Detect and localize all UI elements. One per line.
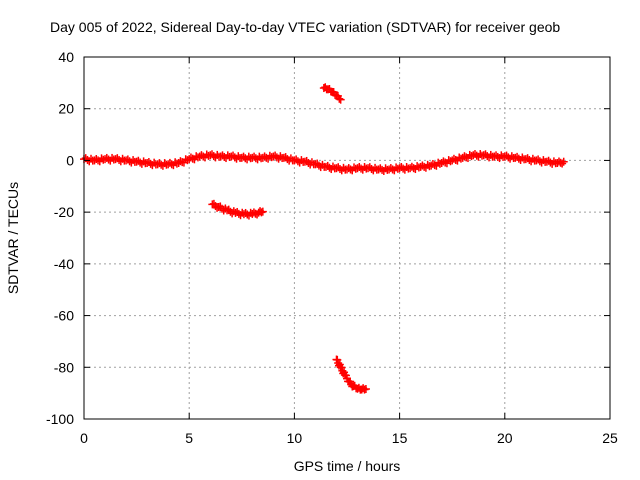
y-axis-label: SDTVAR / TECUs — [5, 182, 21, 294]
data-point — [300, 157, 309, 166]
data-point — [186, 153, 195, 162]
data-point — [276, 152, 285, 161]
data-point — [227, 152, 236, 161]
y-tick-label: -60 — [54, 308, 74, 324]
x-tick-label: 25 — [602, 430, 618, 446]
data-point — [439, 157, 448, 166]
data-point — [132, 157, 141, 166]
data-layer — [80, 83, 568, 394]
data-series — [80, 150, 568, 175]
data-point — [176, 157, 185, 166]
data-point — [171, 158, 180, 167]
data-point — [423, 160, 432, 169]
data-point — [449, 154, 458, 163]
data-point — [558, 159, 567, 168]
data-point — [143, 159, 152, 168]
data-point — [111, 155, 120, 164]
y-tick-label: -20 — [54, 204, 74, 220]
data-series — [332, 355, 370, 394]
data-point — [279, 153, 288, 162]
x-axis-label: GPS time / hours — [294, 458, 401, 474]
data-point — [335, 94, 344, 103]
data-point — [559, 157, 568, 166]
data-point — [321, 162, 330, 171]
data-point — [258, 207, 267, 216]
y-tick-label: -100 — [46, 411, 74, 427]
y-tick-label: 0 — [66, 152, 74, 168]
y-tick-label: -80 — [54, 359, 74, 375]
data-point — [511, 153, 520, 162]
x-tick-label: 15 — [392, 430, 408, 446]
tick-layer: 0 5 10 15 20 25 -100 -80 -60 -40 -20 0 20 40 — [46, 49, 618, 446]
y-tick-label: 40 — [58, 49, 74, 65]
data-point — [297, 156, 306, 165]
data-point — [542, 157, 551, 166]
data-point — [460, 152, 469, 161]
data-point — [364, 164, 373, 173]
data-point — [361, 385, 370, 394]
data-point — [532, 156, 541, 165]
x-tick-label: 0 — [80, 430, 88, 446]
grid-layer — [84, 57, 610, 419]
chart-title: Day 005 of 2022, Sidereal Day-to-day VTE… — [50, 19, 560, 35]
data-point — [290, 156, 299, 165]
data-series — [208, 199, 267, 220]
x-tick-label: 5 — [185, 430, 193, 446]
data-point — [336, 95, 345, 104]
x-tick-label: 10 — [287, 430, 303, 446]
data-point — [428, 159, 437, 168]
x-tick-label: 20 — [497, 430, 513, 446]
data-point — [122, 156, 131, 165]
data-point — [500, 152, 509, 161]
data-series — [319, 83, 345, 104]
data-point — [311, 160, 320, 169]
plot-frame — [83, 56, 611, 420]
data-point — [521, 155, 530, 164]
data-point — [332, 164, 341, 173]
y-tick-label: 20 — [58, 101, 74, 117]
data-point — [479, 151, 488, 160]
data-point — [269, 152, 278, 161]
y-tick-label: -40 — [54, 256, 74, 272]
data-point — [206, 151, 215, 160]
